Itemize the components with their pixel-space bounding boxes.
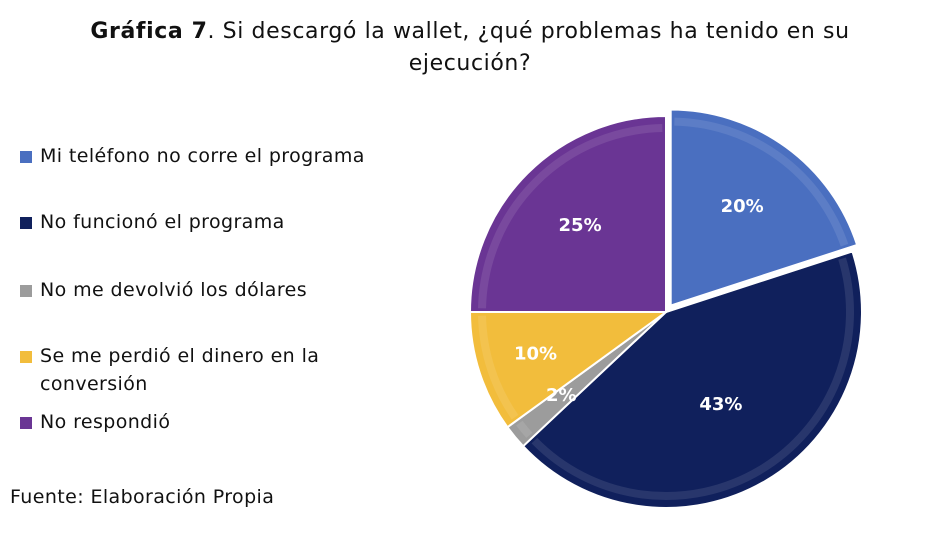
pie-slice-bevel [516, 420, 533, 438]
chart-title-text: . Si descargó la wallet, ¿qué problemas … [207, 19, 850, 76]
pie-slice-bevel [478, 315, 519, 420]
pie-data-label: 20% [721, 196, 764, 217]
pie-labels: 20% 43% 2% 10% 25% [514, 196, 764, 415]
legend-item: No funcionó el programa [20, 208, 390, 236]
pie-chart: 20% 43% 2% 10% 25% [468, 108, 863, 509]
pie-slices [468, 108, 863, 509]
pie-data-label: 10% [514, 343, 557, 364]
pie-slice [521, 250, 863, 509]
legend-item: Mi teléfono no corre el programa [20, 142, 390, 170]
legend-item: No respondió [20, 408, 390, 436]
legend-label: No funcionó el programa [40, 211, 285, 233]
chart-title-prefix: Gráfica 7 [90, 19, 208, 44]
legend-swatch [20, 151, 32, 163]
pie-slice-bevel [674, 117, 849, 247]
source-note: Fuente: Elaboración Propia [10, 486, 275, 508]
legend-swatch [20, 351, 32, 363]
pie-data-label: 25% [559, 215, 602, 236]
legend-item: Se me perdió el dinero en la conversión [20, 342, 390, 398]
pie-slice [669, 108, 859, 307]
legend-swatch [20, 417, 32, 429]
legend-label: No me devolvió los dólares [40, 279, 308, 301]
legend-swatch [20, 285, 32, 297]
pie-data-label: 43% [699, 394, 742, 415]
pie-slice [468, 311, 670, 429]
legend-label: No respondió [40, 411, 171, 433]
legend-item: No me devolvió los dólares [20, 276, 390, 304]
pie-slice-bevel [478, 124, 663, 309]
pie-slice [468, 114, 667, 313]
legend-label: Mi teléfono no corre el programa [40, 145, 365, 167]
legend-swatch [20, 217, 32, 229]
pie-data-label: 2% [546, 385, 577, 406]
chart-title: Gráfica 7. Si descargó la wallet, ¿qué p… [40, 16, 900, 80]
pie-slice-bevel [531, 257, 854, 500]
legend-label: Se me perdió el dinero en la conversión [40, 345, 320, 395]
